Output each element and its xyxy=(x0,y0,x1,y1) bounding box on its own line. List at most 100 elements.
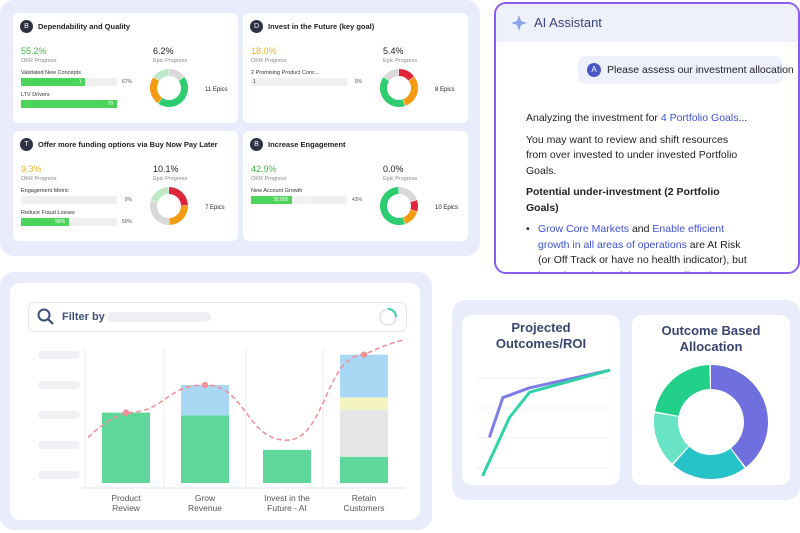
search-icon xyxy=(37,308,54,325)
ai-assistant: AI Assistant A Please assess our investm… xyxy=(494,2,800,274)
donut-segment xyxy=(403,76,418,106)
donut-segment xyxy=(711,365,768,468)
percent-label: 67% xyxy=(121,79,132,85)
donut-segment xyxy=(403,209,418,224)
row-label: Validated New Concepts xyxy=(21,70,81,76)
card-title: Invest in the Future (key goal) xyxy=(268,22,375,31)
epics: 7 Epics xyxy=(205,205,225,211)
axis-placeholder xyxy=(38,351,80,359)
progress-fill xyxy=(21,78,86,86)
x-tick-label: Retain Customers xyxy=(343,493,384,513)
user-avatar: A xyxy=(587,63,601,77)
okr-card: T Offer more funding options via Buy Now … xyxy=(13,131,238,241)
badge: B xyxy=(20,20,33,33)
percent-label: 43% xyxy=(351,197,362,203)
epic-label: Epic Progress xyxy=(383,176,418,182)
placeholder xyxy=(107,312,211,322)
sparkle-icon xyxy=(511,15,527,31)
bar-segment xyxy=(340,409,388,457)
bar-text: 30,000 xyxy=(273,197,289,203)
progress-bar: 79 xyxy=(21,100,117,108)
bar-segment xyxy=(181,415,229,483)
filter-box[interactable]: Filter by xyxy=(28,302,407,332)
row-label: 2 Promising Product Conc... xyxy=(251,70,320,76)
user-message-text: Please assess our investment allocation xyxy=(607,64,794,76)
trend-point xyxy=(360,351,368,358)
epic-donut xyxy=(150,187,188,225)
ai-heading: Potential under-investment (2 Portfolio … xyxy=(526,186,720,214)
percent-label: 0% xyxy=(354,79,362,85)
okr-cards: B Dependability and Quality 55.2% OKR Progr… xyxy=(0,0,480,256)
axis-placeholder xyxy=(38,441,80,449)
epic-donut xyxy=(150,69,188,107)
okr-label: OKR Progress xyxy=(251,58,287,64)
roi-line xyxy=(487,368,611,438)
donut-title: Outcome Based Allocation xyxy=(661,323,761,354)
progress-bar: 1 xyxy=(21,78,117,86)
progress-bar: 98% xyxy=(21,218,117,226)
ai-title: AI Assistant xyxy=(534,15,602,30)
axis-placeholder xyxy=(38,471,80,479)
epics: 8 Epics xyxy=(435,87,455,93)
donut-segment xyxy=(399,69,415,81)
bar-segment xyxy=(340,354,388,398)
okr-value: 9.3% xyxy=(21,164,42,174)
x-tick-label: Invest in the Future - AI xyxy=(264,493,310,513)
epic-label: Epic Progress xyxy=(383,58,418,64)
okr-card: B Dependability and Quality 55.2% OKR Progr… xyxy=(13,13,238,123)
donut-segment xyxy=(383,69,399,81)
donut-segment xyxy=(653,413,689,464)
roi-line xyxy=(481,368,611,477)
ai-paragraph: You may want to review and shift resourc… xyxy=(526,133,738,177)
axis-placeholder xyxy=(38,381,80,389)
x-tick-label: Product Review xyxy=(111,493,141,513)
epics: 10 Epics xyxy=(435,205,459,211)
epic-value: 10.1% xyxy=(153,164,179,174)
progress-bar: 30,000 xyxy=(251,196,347,204)
link[interactable]: Grow Core Markets xyxy=(538,223,630,235)
link[interactable]: 4 Portfolio Goals xyxy=(660,112,739,124)
trend-point xyxy=(201,381,209,389)
okr-value: 18.0% xyxy=(251,46,277,56)
donut-segment xyxy=(410,200,418,212)
bar-text: 98% xyxy=(55,219,66,225)
epic-value: 0.0% xyxy=(383,164,404,174)
epic-label: Epic Progress xyxy=(153,176,188,182)
donut-segment xyxy=(169,206,188,225)
row-label: Reduce Fraud Losses xyxy=(21,210,75,216)
text: Analyzing the investment for xyxy=(526,112,661,124)
progress-fill xyxy=(251,196,293,204)
epic-donut xyxy=(380,187,418,225)
okr-card: B Increase Engagement 42.9% OKR Progress 0.0… xyxy=(243,131,468,241)
donut-segment xyxy=(150,77,162,104)
axis-placeholder xyxy=(38,411,80,419)
okr-value: 42.9% xyxy=(251,164,277,174)
donut-segment xyxy=(380,187,405,225)
epics: 11 Epics xyxy=(205,87,228,93)
donut-segment xyxy=(169,187,188,206)
x-tick-label: Grow Revenue xyxy=(188,493,222,513)
bar-segment xyxy=(102,412,150,483)
bar-segment xyxy=(181,385,229,416)
card-title: Increase Engagement xyxy=(268,140,346,149)
donut-segment xyxy=(153,69,169,81)
donut-segment xyxy=(399,187,417,202)
text: ... xyxy=(738,112,748,124)
badge: T xyxy=(20,138,33,151)
link[interactable]: Enable efficient growth in all areas of … xyxy=(538,223,724,251)
donut-segment xyxy=(169,69,185,81)
progress-bar: 1 xyxy=(251,78,347,86)
text: and xyxy=(629,223,653,235)
ai-header: AI Assistant xyxy=(496,4,798,42)
donut-segment xyxy=(150,200,169,225)
filter-label: Filter by xyxy=(62,311,105,323)
allocation-chart: Product Review Grow Revenue Invest in the Fut… xyxy=(38,338,406,513)
card-title: Offer more funding options via Buy Now P… xyxy=(38,140,218,149)
epic-value: 6.2% xyxy=(153,46,174,56)
row-label: LTV Drivers xyxy=(21,92,50,98)
bar-text: 79 xyxy=(107,101,114,107)
epic-donut xyxy=(380,69,418,107)
epic-value: 5.4% xyxy=(383,46,404,56)
